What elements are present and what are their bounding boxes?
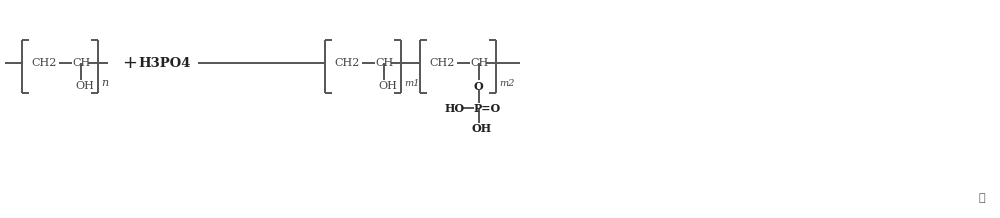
Text: CH2: CH2: [429, 58, 454, 68]
Text: CH2: CH2: [31, 58, 56, 68]
Text: CH2: CH2: [334, 58, 359, 68]
Text: m2: m2: [499, 78, 514, 87]
Text: CH: CH: [470, 58, 488, 68]
Text: CH: CH: [375, 58, 393, 68]
Text: m1: m1: [404, 78, 420, 87]
Text: OH: OH: [378, 81, 397, 91]
Text: OH: OH: [472, 123, 492, 133]
Text: 。: 。: [978, 193, 985, 203]
Text: +: +: [122, 54, 138, 72]
Text: n: n: [101, 78, 108, 88]
Text: CH: CH: [72, 58, 90, 68]
Text: O: O: [474, 80, 484, 92]
Text: OH: OH: [75, 81, 94, 91]
Text: HO: HO: [445, 102, 465, 114]
Text: P=O: P=O: [474, 102, 501, 114]
Text: H3PO4: H3PO4: [139, 56, 191, 70]
